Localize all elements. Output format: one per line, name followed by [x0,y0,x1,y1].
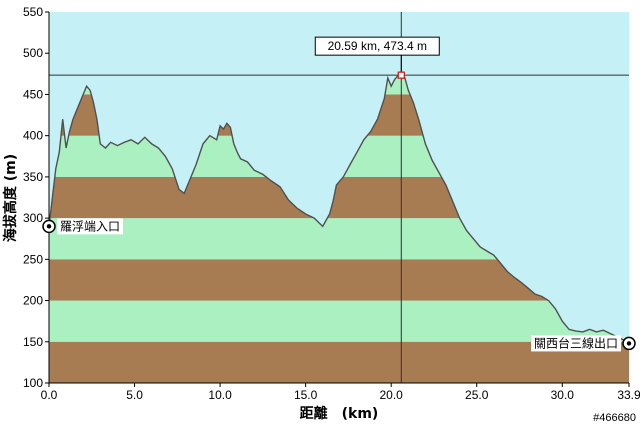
y-tick-label: 550 [23,5,43,19]
x-tick-label: 10.0 [208,388,232,402]
elevation-profile-line [48,74,630,344]
x-tick-label: 5.0 [126,388,143,402]
y-axis-title: 海拔高度 (m) [2,154,19,242]
axes [48,12,629,384]
peak-annotation: 20.59 km, 473.4 m [314,36,440,79]
marker-label-box [531,335,621,352]
y-tick-label: 100 [23,376,43,390]
annotation-box [314,36,440,56]
marker-label: 關西台三線出口 [534,335,618,350]
x-tick-label: 20.0 [380,388,404,402]
x-tick-label: 33.9 [617,388,640,402]
marker-label-box [57,218,123,235]
y-tick-label: 450 [23,87,43,101]
y-tick-label: 150 [23,335,43,349]
band-150 [49,300,629,342]
marker-label: 羅浮端入口 [60,219,120,233]
y-axis-ticks: 100 150 200 250 300 350 400 450 500 550 [23,5,49,390]
annotation-point [397,71,405,79]
x-axis-title: 距離 (km) [300,405,379,422]
y-tick-label: 350 [23,170,43,184]
x-tick-label: 15.0 [294,388,318,402]
x-tick-label: 0.0 [41,388,58,402]
y-tick-label: 400 [23,129,43,143]
x-tick-label: 25.0 [465,388,489,402]
y-tick-label: 200 [23,294,43,308]
watermark: #466680 [593,412,636,424]
x-axis-ticks: 0.0 5.0 10.0 15.0 20.0 25.0 30.0 33.9 [41,383,640,402]
y-tick-label: 300 [23,211,43,225]
y-tick-label: 250 [23,252,43,266]
annotation-label: 20.59 km, 473.4 m [328,39,427,53]
x-tick-label: 30.0 [551,388,575,402]
marker-point-center [626,341,632,346]
y-tick-label: 500 [23,46,43,60]
marker-point-center [46,224,52,229]
